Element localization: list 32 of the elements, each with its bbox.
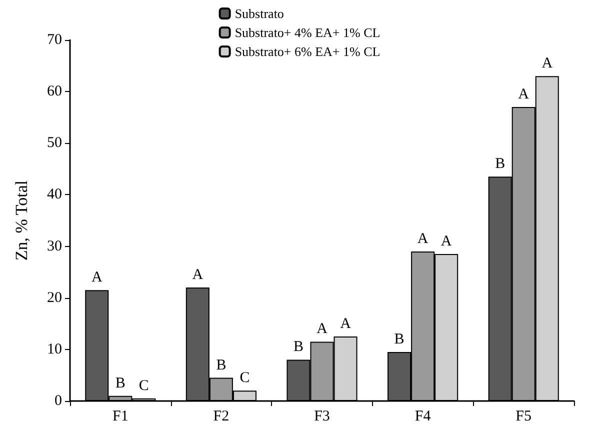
legend-label: Substrato+ 4% EA+ 1% CL [234, 25, 380, 40]
y-tick-label: 50 [47, 135, 62, 152]
data-label: C [240, 370, 250, 386]
legend-label: Substrato [234, 6, 284, 21]
data-label: A [91, 270, 102, 286]
x-tick-label: F5 [516, 408, 532, 424]
x-tick-label: F4 [414, 408, 432, 424]
y-axis-title: Zn, % Total [12, 180, 31, 261]
y-tick-label: 70 [47, 32, 62, 48]
data-label: A [440, 234, 452, 250]
data-label: A [518, 86, 530, 103]
x-tick-label: F3 [314, 408, 330, 424]
y-tick-label: 10 [47, 341, 62, 358]
data-label: B [293, 339, 304, 356]
data-label: B [394, 332, 404, 348]
y-tick-label: 60 [47, 84, 62, 100]
x-tick-label: F2 [213, 408, 230, 424]
data-label: A [192, 267, 204, 284]
data-label: A [316, 321, 328, 338]
data-label: A [542, 56, 553, 72]
y-tick-label: 30 [47, 238, 62, 254]
y-tick-label: 20 [47, 290, 62, 306]
data-label: C [138, 378, 149, 394]
data-label: A [340, 316, 352, 332]
data-label: B [495, 156, 506, 172]
data-label: B [115, 375, 126, 392]
x-tick-label: F1 [112, 408, 128, 424]
data-label: B [216, 357, 226, 374]
y-tick-label: 0 [54, 393, 62, 409]
data-label: A [417, 230, 428, 247]
y-tick-label: 40 [47, 186, 62, 203]
legend-label: Substrato+ 6% EA+ 1% CL [234, 44, 380, 59]
